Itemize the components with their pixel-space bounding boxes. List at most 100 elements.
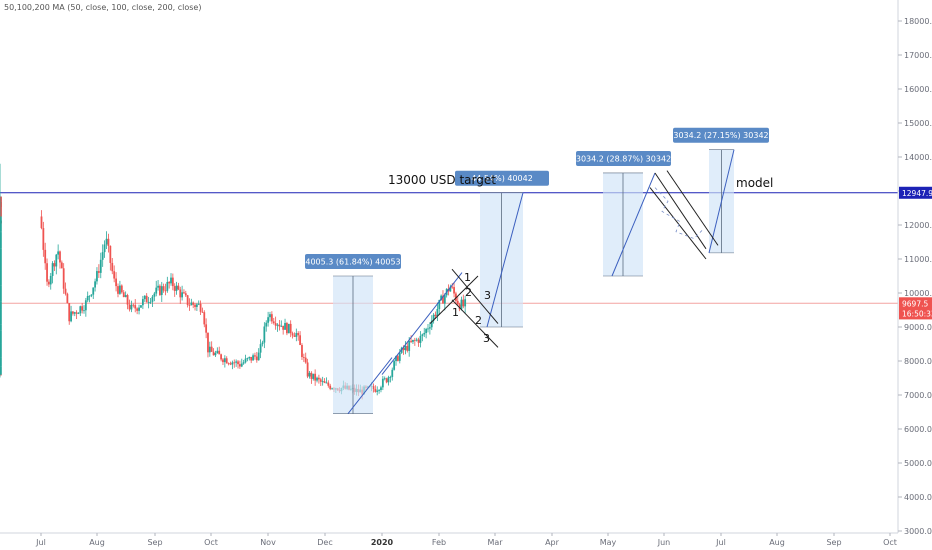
x-tick-label: Sep <box>147 538 162 547</box>
indicator-legend: 50,100,200 MA (50, close, 100, close, 20… <box>4 3 202 12</box>
candle-body <box>462 299 465 307</box>
price-tag-label: 16:50:33 <box>902 309 932 318</box>
candle-body <box>331 388 333 390</box>
candle-body <box>64 288 67 294</box>
channel-line <box>429 275 479 324</box>
candle-body <box>255 356 258 361</box>
candle-body <box>415 339 418 341</box>
candlesticks <box>0 163 467 400</box>
candle-body <box>44 249 47 264</box>
y-tick-label: 7000.0 <box>904 391 932 400</box>
y-tick-label: 14000.0 <box>904 153 932 162</box>
wave-label: 1 <box>464 271 471 284</box>
candle-body <box>456 300 459 305</box>
price-tag <box>899 307 932 320</box>
candle-body <box>327 382 330 386</box>
candle-body <box>126 295 129 305</box>
candle-body <box>423 332 426 335</box>
x-tick-label: Jul <box>715 538 726 547</box>
candle-body <box>90 294 93 296</box>
candle-body <box>175 285 178 291</box>
x-tick-label: Aug <box>89 538 105 547</box>
measure-label-bg <box>576 150 671 166</box>
candle-body <box>254 355 256 357</box>
time-axis: Jul Aug Sep Oct Nov Dec 2020 Feb Mar Apr May Jun Jul… <box>0 532 898 547</box>
candle-body <box>402 347 405 351</box>
price-tag-label: 9697.5 <box>902 299 928 308</box>
candle-body <box>117 286 119 294</box>
candle-body <box>316 377 318 381</box>
flag-line <box>649 187 707 260</box>
candle-body <box>442 295 444 304</box>
candle-body <box>417 339 420 343</box>
candle-body <box>395 356 397 362</box>
model-path <box>654 187 705 240</box>
candle-body <box>192 302 195 305</box>
candle-body <box>155 287 158 294</box>
candle-body <box>75 312 78 314</box>
price-axis: 18000.017000.016000.015000.014000.013000… <box>897 0 932 536</box>
candle-body <box>0 357 2 367</box>
candle-body <box>421 334 424 336</box>
candle-body <box>372 386 375 390</box>
candle-body <box>207 332 209 353</box>
candle-body <box>0 196 2 204</box>
candle-body <box>153 293 156 297</box>
y-tick-label: 11000.0 <box>904 255 932 264</box>
candle-body <box>0 343 2 358</box>
candle-body <box>406 345 409 351</box>
candle-body <box>310 372 313 379</box>
measure-label: 44.54%) 40042 <box>471 174 533 183</box>
candle-body <box>301 344 303 358</box>
trend-line <box>381 272 463 375</box>
candle-body <box>0 270 2 286</box>
candle-body <box>115 278 117 287</box>
y-tick-label: 16000.0 <box>904 85 932 94</box>
candle-body <box>147 302 150 303</box>
candle-body <box>170 277 172 284</box>
candle-body <box>378 390 380 391</box>
y-tick-label: 8000.0 <box>904 357 932 366</box>
candle-body <box>269 314 271 318</box>
candle-body <box>186 295 189 306</box>
projection-line <box>611 172 656 277</box>
candle-body <box>458 304 461 310</box>
candle-body <box>88 295 91 297</box>
candle-body <box>387 377 390 383</box>
candle-body <box>49 275 52 285</box>
wave-label: 2 <box>475 314 482 327</box>
candle-body <box>208 346 211 353</box>
candle-body <box>203 312 206 325</box>
candle-body <box>40 216 43 229</box>
candle-body <box>119 285 121 294</box>
candle-body <box>138 307 140 311</box>
candle-body <box>427 328 429 330</box>
candle-body <box>374 389 377 392</box>
candle-body <box>227 363 230 365</box>
flag-line <box>666 170 719 246</box>
y-tick-label: 3000.0 <box>904 527 932 536</box>
candle-body <box>297 333 300 336</box>
candle-body <box>413 339 416 341</box>
measure-label-bg <box>305 254 401 269</box>
candle-body <box>440 295 443 300</box>
candle-body <box>168 281 171 284</box>
candle-body <box>223 358 226 363</box>
candle-body <box>0 285 2 302</box>
candle-body <box>70 311 72 322</box>
candle-body <box>171 277 174 287</box>
candle-body <box>218 350 221 355</box>
candle-body <box>60 262 63 269</box>
candle-body <box>443 295 446 304</box>
candle-body <box>308 372 311 377</box>
candle-body <box>238 364 241 367</box>
candle-body <box>94 281 96 288</box>
candle-body <box>318 377 320 380</box>
candle-body <box>130 304 133 310</box>
y-tick-label: 18000.0 <box>904 17 932 26</box>
candle-body <box>291 333 294 336</box>
candle-body <box>410 340 412 342</box>
candle-body <box>151 296 154 302</box>
channel-line <box>451 268 499 324</box>
